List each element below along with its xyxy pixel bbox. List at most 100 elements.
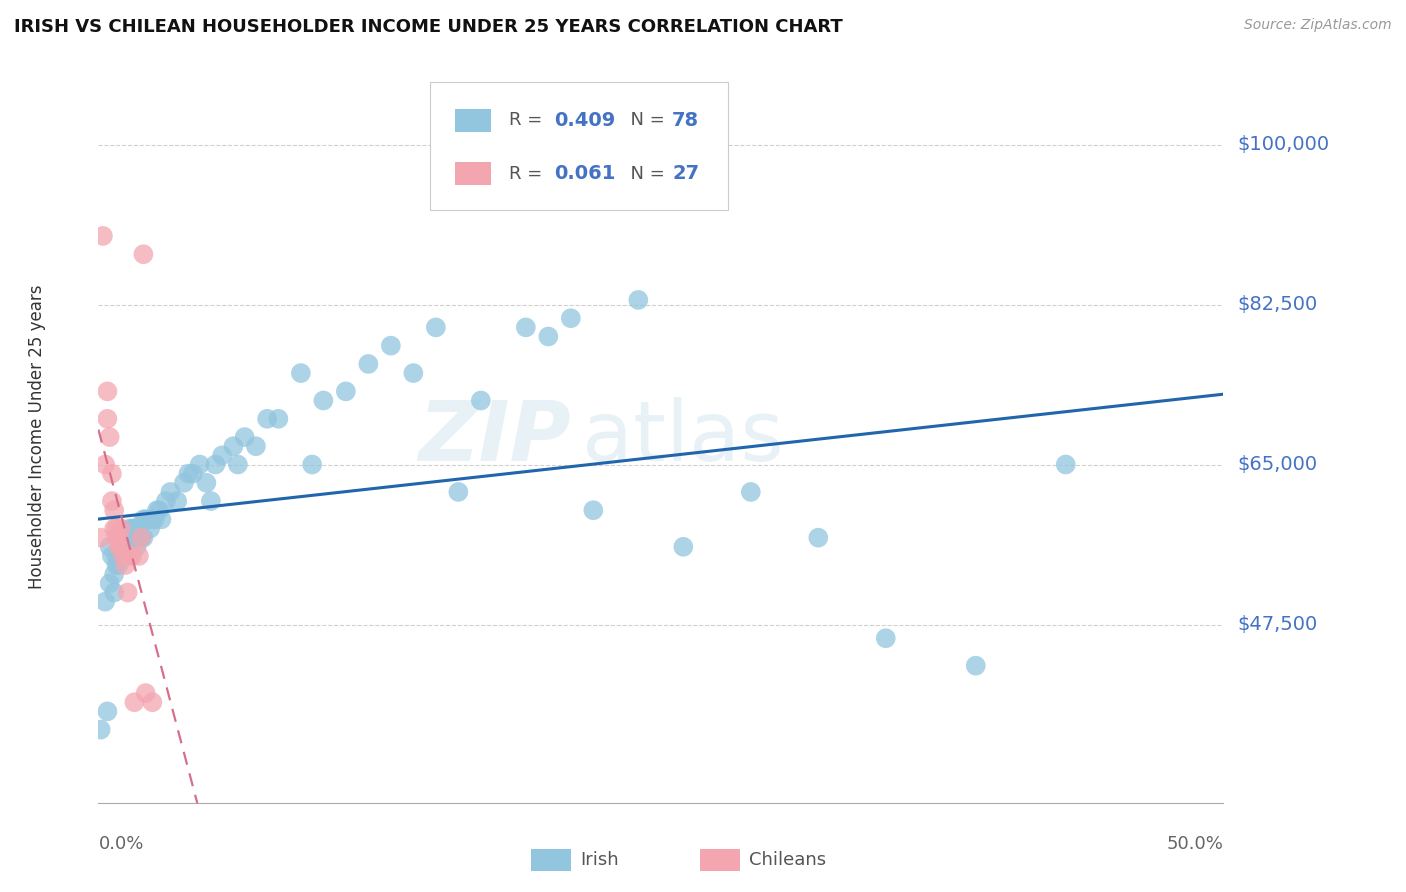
Point xyxy=(135,686,157,700)
Text: 0.061: 0.061 xyxy=(554,164,616,183)
Point xyxy=(112,549,135,563)
Point xyxy=(132,531,155,545)
Point xyxy=(107,558,129,573)
Text: R =: R = xyxy=(509,165,548,183)
Text: N =: N = xyxy=(619,165,671,183)
Point xyxy=(139,521,162,535)
Point xyxy=(118,521,141,535)
Point xyxy=(125,540,148,554)
Point xyxy=(312,393,335,408)
Point xyxy=(121,549,143,563)
Point xyxy=(245,439,267,453)
Text: 78: 78 xyxy=(672,111,699,130)
Point xyxy=(90,723,112,737)
Point xyxy=(256,411,278,425)
Text: 0.409: 0.409 xyxy=(554,111,616,130)
Point xyxy=(107,549,129,563)
Point xyxy=(200,494,222,508)
Point xyxy=(90,531,112,545)
Text: Source: ZipAtlas.com: Source: ZipAtlas.com xyxy=(1244,18,1392,32)
Point xyxy=(129,531,152,545)
Point xyxy=(105,521,128,535)
Point xyxy=(148,503,170,517)
Point xyxy=(128,549,150,563)
Point xyxy=(107,531,129,545)
Text: 50.0%: 50.0% xyxy=(1167,835,1223,853)
Point xyxy=(177,467,200,481)
Text: $47,500: $47,500 xyxy=(1237,615,1317,634)
Point xyxy=(94,594,117,608)
Point xyxy=(124,521,146,535)
Text: 27: 27 xyxy=(672,164,699,183)
Point xyxy=(121,521,143,535)
Point xyxy=(150,512,173,526)
FancyBboxPatch shape xyxy=(531,849,571,871)
Point xyxy=(110,521,132,535)
Point xyxy=(125,521,148,535)
Point xyxy=(98,576,121,591)
Point xyxy=(380,338,402,352)
Text: R =: R = xyxy=(509,112,548,129)
Point xyxy=(672,540,695,554)
Point xyxy=(118,531,141,545)
Point xyxy=(1054,458,1077,472)
Point xyxy=(204,458,226,472)
Point xyxy=(101,549,124,563)
Point xyxy=(101,467,124,481)
Point xyxy=(233,430,256,444)
Point xyxy=(357,357,380,371)
Point xyxy=(110,549,132,563)
Point xyxy=(135,512,157,526)
Point xyxy=(875,631,897,645)
Point xyxy=(222,439,245,453)
Point xyxy=(105,549,128,563)
Text: Irish: Irish xyxy=(579,851,619,869)
Point xyxy=(114,558,136,573)
Point xyxy=(112,549,135,563)
Point xyxy=(470,393,492,408)
Point xyxy=(515,320,537,334)
Point xyxy=(740,484,762,499)
Point xyxy=(129,531,152,545)
Point xyxy=(121,531,143,545)
Point xyxy=(155,494,177,508)
Text: $82,500: $82,500 xyxy=(1237,295,1317,314)
Point xyxy=(110,540,132,554)
Point xyxy=(110,540,132,554)
Point xyxy=(91,228,114,243)
Point xyxy=(226,458,249,472)
Point xyxy=(560,311,582,326)
Point xyxy=(627,293,650,307)
Point xyxy=(141,512,163,526)
Point xyxy=(188,458,211,472)
Point xyxy=(118,549,141,563)
Point xyxy=(101,494,124,508)
Point xyxy=(211,448,233,462)
Point xyxy=(582,503,605,517)
Point xyxy=(103,521,125,535)
Point xyxy=(159,484,181,499)
FancyBboxPatch shape xyxy=(456,109,491,132)
Point xyxy=(166,494,188,508)
Point xyxy=(290,366,312,380)
Point xyxy=(335,384,357,399)
Point xyxy=(117,585,139,599)
Text: Chileans: Chileans xyxy=(748,851,825,869)
Text: Householder Income Under 25 years: Householder Income Under 25 years xyxy=(28,285,45,590)
Point xyxy=(114,531,136,545)
Point xyxy=(965,658,987,673)
Point xyxy=(136,512,159,526)
Text: N =: N = xyxy=(619,112,671,129)
Point xyxy=(103,567,125,582)
Point xyxy=(143,512,166,526)
Text: $100,000: $100,000 xyxy=(1237,135,1329,154)
Text: $65,000: $65,000 xyxy=(1237,455,1317,474)
Point xyxy=(114,540,136,554)
FancyBboxPatch shape xyxy=(700,849,740,871)
Point xyxy=(117,540,139,554)
Point xyxy=(132,247,155,261)
Point xyxy=(107,540,129,554)
Point xyxy=(807,531,830,545)
Point xyxy=(425,320,447,334)
Point xyxy=(132,512,155,526)
